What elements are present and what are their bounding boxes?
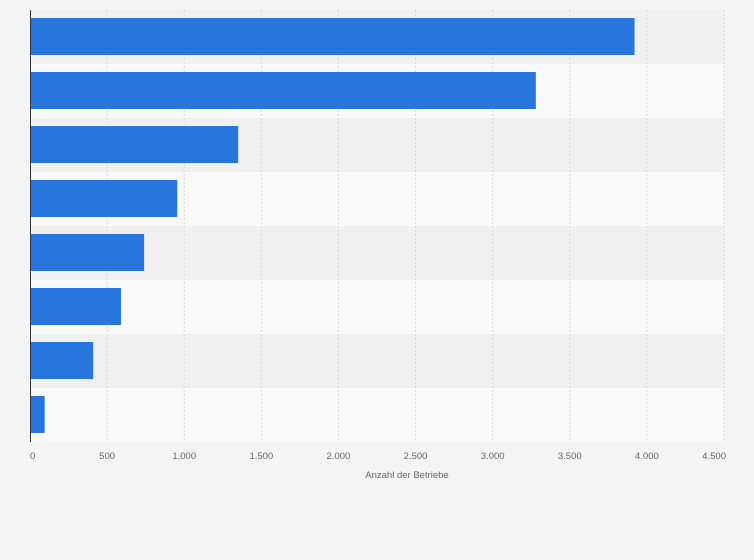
x-axis-title: Anzahl der Betriebe [365, 470, 448, 481]
bar[interactable] [30, 396, 45, 433]
bar[interactable] [30, 72, 536, 109]
x-tick-label: 3.500 [558, 451, 582, 462]
bar[interactable] [30, 234, 145, 271]
row-band [30, 388, 724, 442]
row-band [30, 226, 724, 280]
row-band [30, 280, 724, 334]
x-tick-label: 500 [99, 451, 115, 462]
x-tick-label: 2.500 [404, 451, 428, 462]
x-tick-label: 2.000 [327, 451, 351, 462]
x-tick-labels: 0 500 1.000 1.500 2.000 2.500 3.000 3.500 4.000 4… [30, 451, 726, 462]
row-band [30, 334, 724, 388]
x-tick-label: 3.000 [481, 451, 505, 462]
bars [30, 18, 635, 433]
bar[interactable] [30, 180, 178, 217]
bar[interactable] [30, 288, 121, 325]
bar[interactable] [30, 126, 239, 163]
bar[interactable] [30, 18, 635, 55]
x-tick-label: 1.500 [249, 451, 273, 462]
x-tick-label: 4.000 [635, 451, 659, 462]
row-bands [30, 10, 724, 442]
x-tick-label: 0 [30, 451, 35, 462]
x-tick-label: 1.000 [172, 451, 196, 462]
bar[interactable] [30, 342, 94, 379]
x-tick-label: 4.500 [702, 451, 726, 462]
